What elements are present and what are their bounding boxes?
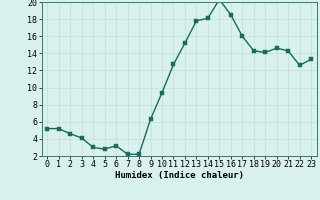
X-axis label: Humidex (Indice chaleur): Humidex (Indice chaleur) xyxy=(115,171,244,180)
